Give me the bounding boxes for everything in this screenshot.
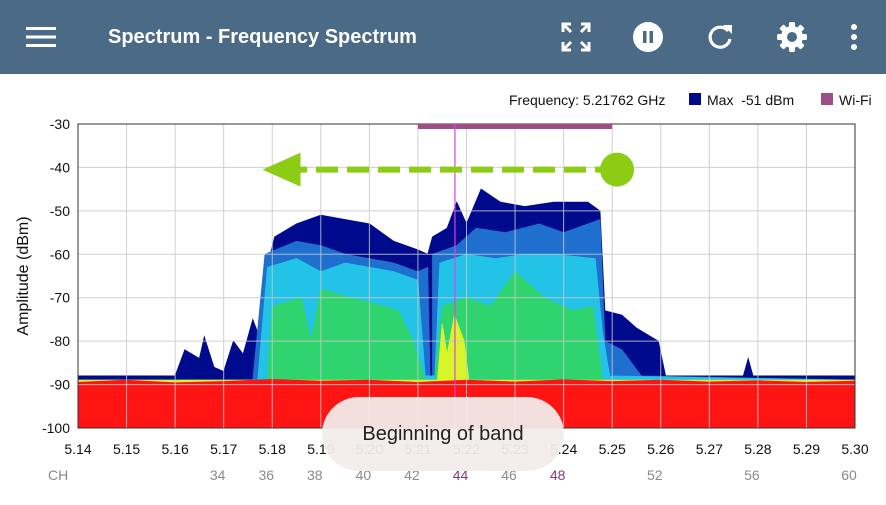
y-tick-label: -40 — [50, 159, 70, 175]
refresh-icon[interactable] — [701, 18, 739, 56]
settings-icon[interactable] — [773, 18, 811, 56]
page-title: Spectrum - Frequency Spectrum — [108, 26, 417, 48]
y-tick-label: -90 — [50, 377, 70, 393]
fullscreen-icon[interactable] — [557, 18, 595, 56]
wifi-band-bar — [417, 124, 613, 129]
y-tick-label: -30 — [50, 116, 70, 132]
x-tick-label: 5.15 — [113, 441, 140, 457]
y-tick-label: -70 — [50, 290, 70, 306]
x-tick-label: 5.17 — [210, 441, 237, 457]
frequency-readout: Frequency: 5.21762 GHz — [509, 92, 666, 108]
x-tick-label: 5.29 — [793, 441, 820, 457]
channel-label-44: 44 — [453, 467, 469, 483]
channel-label-56: 56 — [744, 467, 760, 483]
channel-label-40: 40 — [356, 467, 372, 483]
channel-label-48: 48 — [550, 467, 566, 483]
y-tick-label: -80 — [50, 333, 70, 349]
menu-icon[interactable] — [22, 18, 60, 56]
channel-label-60: 60 — [841, 467, 857, 483]
x-tick-label: 5.16 — [162, 441, 189, 457]
y-tick-label: -100 — [42, 420, 70, 436]
y-axis-label: Amplitude (dBm) — [15, 216, 32, 335]
channel-label-36: 36 — [258, 467, 274, 483]
channel-label-42: 42 — [404, 467, 420, 483]
pause-icon[interactable] — [629, 18, 667, 56]
x-tick-label: 5.26 — [647, 441, 674, 457]
channel-label-38: 38 — [307, 467, 323, 483]
channel-label-34: 34 — [210, 467, 226, 483]
arrow-head — [262, 152, 301, 187]
channel-label-46: 46 — [501, 467, 517, 483]
toast-message: Beginning of band — [322, 397, 564, 471]
x-tick-label: 5.27 — [696, 441, 723, 457]
channel-row-label: CH — [48, 467, 68, 483]
max-legend-swatch — [689, 93, 701, 105]
x-tick-label: 5.25 — [599, 441, 626, 457]
app-bar: Spectrum - Frequency Spectrum — [0, 0, 886, 74]
x-tick-label: 5.30 — [841, 441, 868, 457]
x-tick-label: 5.14 — [64, 441, 91, 457]
arrow-origin-dot — [600, 152, 635, 187]
channel-label-52: 52 — [647, 467, 663, 483]
wifi-legend-swatch — [821, 93, 833, 105]
x-tick-label: 5.28 — [744, 441, 771, 457]
max-legend-label: Max -51 dBm — [707, 92, 795, 108]
more-vert-icon[interactable] — [835, 18, 873, 56]
wifi-legend-label: Wi-Fi — [839, 92, 872, 108]
y-tick-label: -50 — [50, 203, 70, 219]
y-tick-label: -60 — [50, 246, 70, 262]
x-tick-label: 5.18 — [259, 441, 286, 457]
